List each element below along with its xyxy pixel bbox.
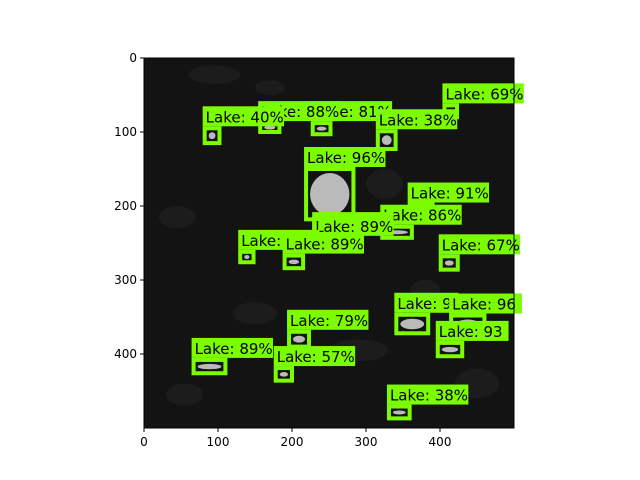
detection-label-bg — [449, 293, 522, 314]
image-texture — [158, 65, 500, 406]
lake-region — [244, 255, 250, 260]
image-texture-patch — [188, 65, 241, 84]
detection-box — [191, 357, 228, 376]
image-texture-patch — [366, 169, 403, 199]
detection-label: Lake: 91% — [411, 185, 489, 203]
x-tick-label: 100 — [207, 435, 230, 449]
detection-label-bg — [191, 337, 273, 358]
image-texture-patch — [232, 302, 278, 325]
image-axes: Lake: 69%Lake: 81%Lake: 88%Lake: 40% Lake… — [143, 57, 524, 429]
lake-region — [288, 259, 300, 265]
lake-region — [279, 372, 288, 377]
y-axis-ticks: 0 100 200 300 400 — [114, 51, 144, 361]
detection-label-bg — [312, 215, 394, 236]
detection-label: Lake: 89% — [315, 218, 393, 236]
lake-region — [264, 125, 276, 130]
detection-label-bg — [435, 320, 509, 341]
y-tick-label: 0 — [129, 51, 137, 65]
detection-label-bg — [375, 109, 458, 130]
detection-box — [273, 366, 295, 383]
axes-frame — [143, 57, 515, 429]
image-texture-patch — [166, 383, 204, 406]
detection-label-bg — [386, 384, 469, 405]
detection-box — [375, 129, 398, 152]
image-texture-patch — [254, 80, 285, 95]
detection-label-bg — [304, 147, 386, 167]
y-tick-label: 400 — [114, 347, 137, 361]
detection-label-bg — [394, 292, 459, 313]
x-tick-label: 400 — [429, 435, 452, 449]
detection-label-bg — [438, 234, 521, 255]
detection-box — [386, 404, 412, 421]
image-texture-patch — [158, 206, 196, 229]
detection-box — [238, 249, 256, 265]
x-tick-label: 0 — [140, 435, 148, 449]
x-axis-ticks: 0 100 200 300 400 — [140, 428, 451, 449]
detection-label-bg — [273, 346, 356, 367]
detection-box — [282, 253, 306, 271]
x-tick-label: 300 — [355, 435, 378, 449]
detection-box — [394, 312, 431, 336]
detection-label-bg — [380, 204, 462, 225]
detection-label: Lake: 96% — [307, 149, 385, 167]
lake-region — [381, 135, 392, 146]
detection-label: Lake: 86% — [383, 207, 461, 225]
detection-label-bg — [287, 309, 369, 330]
detection-label: Lake: 67% — [442, 236, 520, 254]
detection-box — [310, 121, 333, 137]
detection-label: Lake: 93 — [439, 323, 503, 341]
x-tick-label: 200 — [281, 435, 304, 449]
detection-label-bg — [407, 182, 490, 203]
y-tick-label: 300 — [114, 273, 137, 287]
detection-box — [202, 126, 222, 146]
detection-label: Lake: 9 — [397, 295, 451, 313]
detection-label: Lake: 38% — [379, 111, 457, 129]
detection-label: Lake: 96 — [452, 296, 516, 314]
detection-label: Lake: 38% — [390, 387, 468, 405]
lake-region — [444, 260, 454, 266]
lake-region — [197, 363, 222, 370]
detection-label: Lake: 40% — [206, 108, 284, 126]
detection-label-bg — [442, 83, 524, 104]
lake-region — [310, 173, 350, 216]
detection-box — [438, 254, 460, 272]
detection-label: Lake: 69% — [445, 85, 523, 103]
lake-region — [400, 318, 425, 330]
lake-region — [392, 410, 406, 415]
lake-region — [208, 132, 216, 140]
detection-label-bg — [282, 233, 364, 254]
detection-box — [435, 340, 465, 359]
lake-region — [316, 126, 327, 131]
detection-label: Lake: 89% — [286, 236, 364, 254]
detection-label: Lake: 89% — [195, 340, 273, 358]
y-tick-label: 100 — [114, 125, 137, 139]
detection-label: Lake: 79% — [290, 312, 368, 330]
detection-label-bg — [202, 106, 285, 127]
lake-region — [293, 335, 306, 343]
detection-label: Lake: 57% — [277, 348, 355, 366]
detection-labels: Lake: 69%Lake: 81%Lake: 88%Lake: 40% Lake… — [191, 83, 524, 405]
lake-region — [441, 346, 459, 353]
y-tick-label: 200 — [114, 199, 137, 213]
